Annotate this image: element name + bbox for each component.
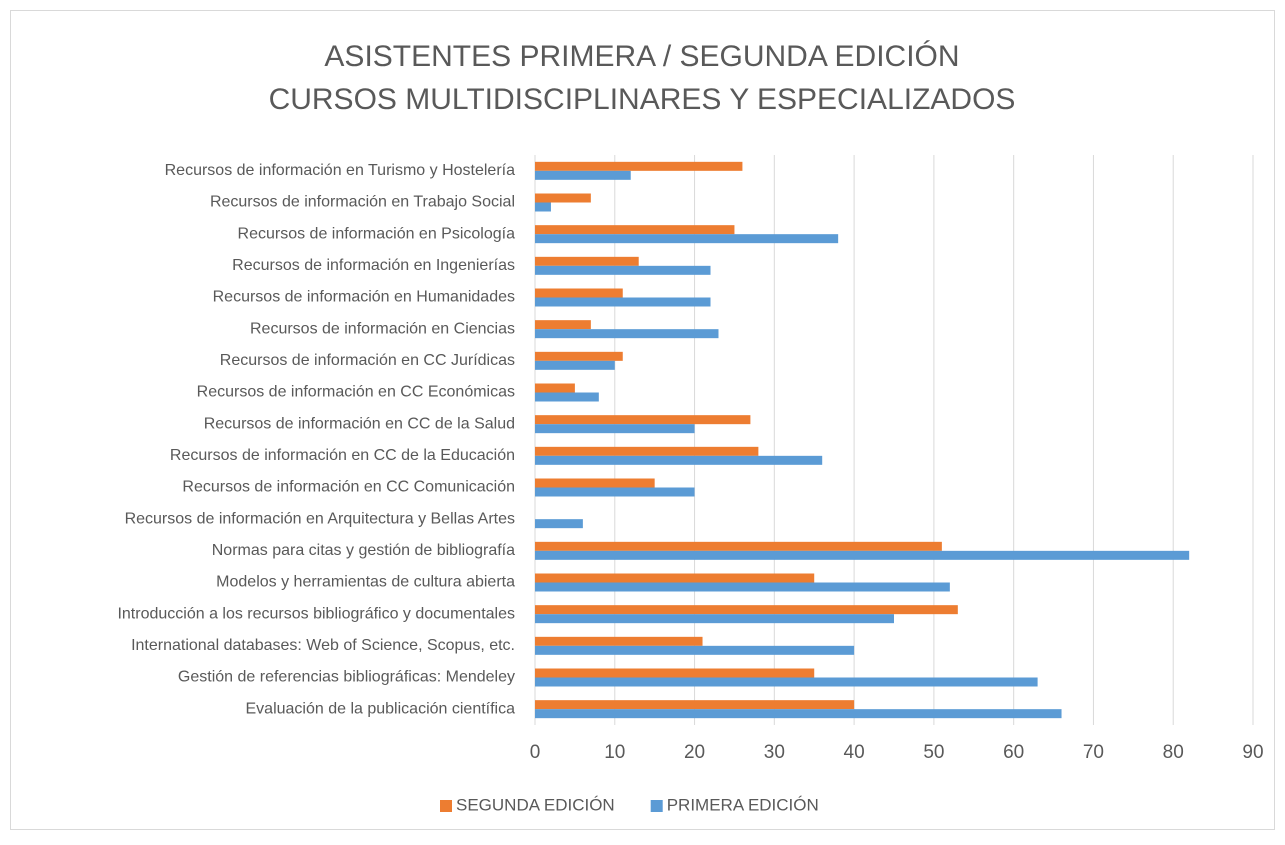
bar	[535, 645, 855, 655]
x-tick-label: 30	[764, 742, 785, 763]
x-tick-label: 20	[684, 742, 705, 763]
bar	[535, 225, 735, 235]
bar	[535, 487, 695, 497]
bar	[535, 455, 823, 465]
y-tick-label: Recursos de información en CC de la Salu…	[204, 415, 515, 432]
bar	[535, 668, 815, 678]
bar	[535, 193, 591, 203]
x-tick-label: 40	[844, 742, 865, 763]
bar	[535, 636, 703, 646]
y-tick-label: Recursos de información en CC de la Educ…	[170, 447, 515, 464]
bar	[535, 297, 711, 307]
bar	[535, 478, 655, 488]
chart-title: ASISTENTES PRIMERA / SEGUNDA EDICIÓN	[324, 40, 959, 73]
x-tick-label: 10	[604, 742, 625, 763]
bar	[535, 677, 1038, 687]
legend-swatch	[440, 800, 452, 812]
y-tick-label: Recursos de información en CC Comunicaci…	[182, 479, 515, 496]
bar	[535, 256, 639, 266]
bar	[535, 582, 950, 592]
bar	[535, 415, 751, 425]
y-tick-label: Recursos de información en Turismo y Hos…	[165, 162, 515, 179]
y-tick-label: Introducción a los recursos bibliográfic…	[117, 605, 515, 622]
y-tick-label: Recursos de información en Ingenierías	[232, 257, 515, 274]
bar	[535, 550, 1190, 560]
bar	[535, 424, 695, 434]
y-tick-label: Recursos de información en CC Jurídicas	[220, 352, 515, 369]
bar	[535, 700, 855, 710]
bar	[535, 573, 815, 583]
x-tick-label: 90	[1242, 742, 1263, 763]
bar	[535, 351, 623, 361]
x-tick-label: 80	[1163, 742, 1184, 763]
y-tick-label: Recursos de información en Humanidades	[213, 289, 515, 306]
x-tick-label: 70	[1083, 742, 1104, 763]
chart-subtitle: CURSOS MULTIDISCIPLINARES Y ESPECIALIZAD…	[269, 83, 1016, 116]
y-tick-label: Evaluación de la publicación científica	[246, 700, 516, 717]
bar	[535, 288, 623, 298]
bar	[535, 614, 894, 624]
bar	[535, 265, 711, 275]
legend-label: PRIMERA EDICIÓN	[667, 795, 819, 814]
bar	[535, 202, 551, 212]
bar	[535, 709, 1062, 719]
bar	[535, 519, 583, 529]
legend-label: SEGUNDA EDICIÓN	[456, 795, 615, 814]
bar	[535, 605, 958, 615]
y-tick-label: Gestión de referencias bibliográficas: M…	[178, 669, 515, 686]
bar	[535, 446, 759, 456]
bar	[535, 392, 599, 402]
y-tick-label: Recursos de información en Trabajo Socia…	[210, 194, 515, 211]
x-tick-label: 0	[530, 742, 541, 763]
bar	[535, 234, 839, 244]
y-tick-label: Recursos de información en Ciencias	[250, 320, 515, 337]
bar	[535, 170, 631, 180]
bar	[535, 320, 591, 330]
bar	[535, 541, 942, 551]
x-tick-label: 50	[923, 742, 944, 763]
y-tick-label: Recursos de información en CC Económicas	[197, 384, 515, 401]
y-tick-label: International databases: Web of Science,…	[131, 637, 515, 654]
bar	[535, 360, 615, 370]
bar	[535, 383, 575, 393]
bar	[535, 329, 719, 339]
y-tick-label: Recursos de información en Psicología	[238, 225, 516, 242]
legend-swatch	[650, 800, 663, 812]
bar	[535, 161, 743, 171]
y-tick-label: Recursos de información en Arquitectura …	[125, 510, 515, 527]
y-tick-label: Normas para citas y gestión de bibliogra…	[212, 542, 515, 559]
y-tick-label: Modelos y herramientas de cultura abiert…	[216, 574, 515, 591]
x-tick-label: 60	[1003, 742, 1024, 763]
